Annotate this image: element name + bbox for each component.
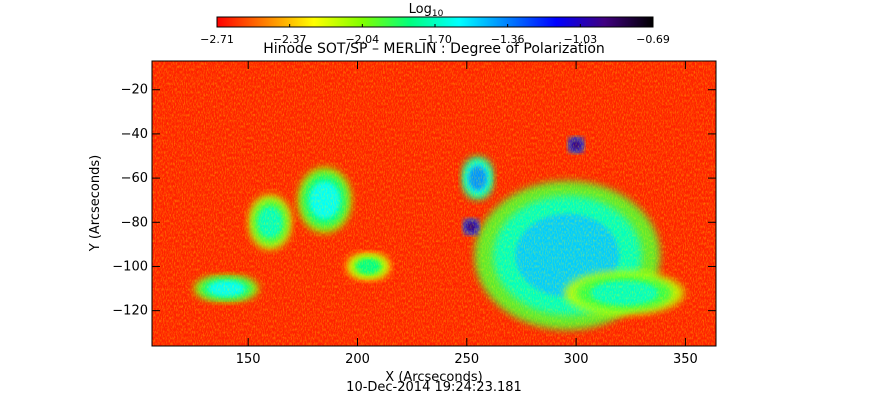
y-tick-label: −40	[121, 127, 148, 142]
chart-title: Hinode SOT/SP – MERLIN : Degree of Polar…	[263, 41, 605, 57]
colorbar-ticks: −2.71 −2.37 −2.04 −1.70 −1.36 −1.03 −0.69	[200, 24, 670, 46]
x-tick-label: 350	[673, 352, 698, 367]
plot-frame	[151, 60, 717, 347]
colorbar-tick-label: −2.37	[273, 33, 307, 46]
x-tick-label: 300	[564, 352, 589, 367]
colorbar: −2.71 −2.37 −2.04 −1.70 −1.36 −1.03 −0.69 Log1…	[200, 2, 670, 46]
colorbar-tick-label: −0.69	[636, 33, 670, 46]
colorbar-tick-label: −1.36	[491, 33, 525, 46]
texture-overlay	[152, 61, 716, 346]
colorbar-tick-label: −1.03	[563, 33, 597, 46]
timestamp: 10-Dec-2014 19:24:23.181	[346, 380, 522, 395]
x-tick-label: 250	[454, 352, 479, 367]
plot-area: 150 200 250 300 350 −20 −40 −60 −80 −100 −120	[112, 60, 717, 367]
colorbar-tick-label: −1.70	[418, 33, 452, 46]
y-tick-label: −120	[112, 304, 148, 319]
colorbar-label: Log10	[409, 2, 444, 19]
x-tick-label: 150	[236, 352, 261, 367]
axis-ticks: 150 200 250 300 350 −20 −40 −60 −80 −100 −120	[112, 61, 716, 367]
y-axis-label: Y (Arcseconds)	[88, 155, 103, 252]
x-tick-label: 200	[345, 352, 370, 367]
x-axis-label: X (Arcseconds)	[385, 370, 482, 385]
y-tick-label: −80	[121, 215, 148, 230]
y-tick-label: −60	[121, 171, 148, 186]
y-tick-label: −20	[121, 83, 148, 98]
colorbar-tick-label: −2.04	[345, 33, 379, 46]
y-tick-label: −100	[112, 259, 148, 274]
colorbar-tick-label: −2.71	[200, 33, 234, 46]
